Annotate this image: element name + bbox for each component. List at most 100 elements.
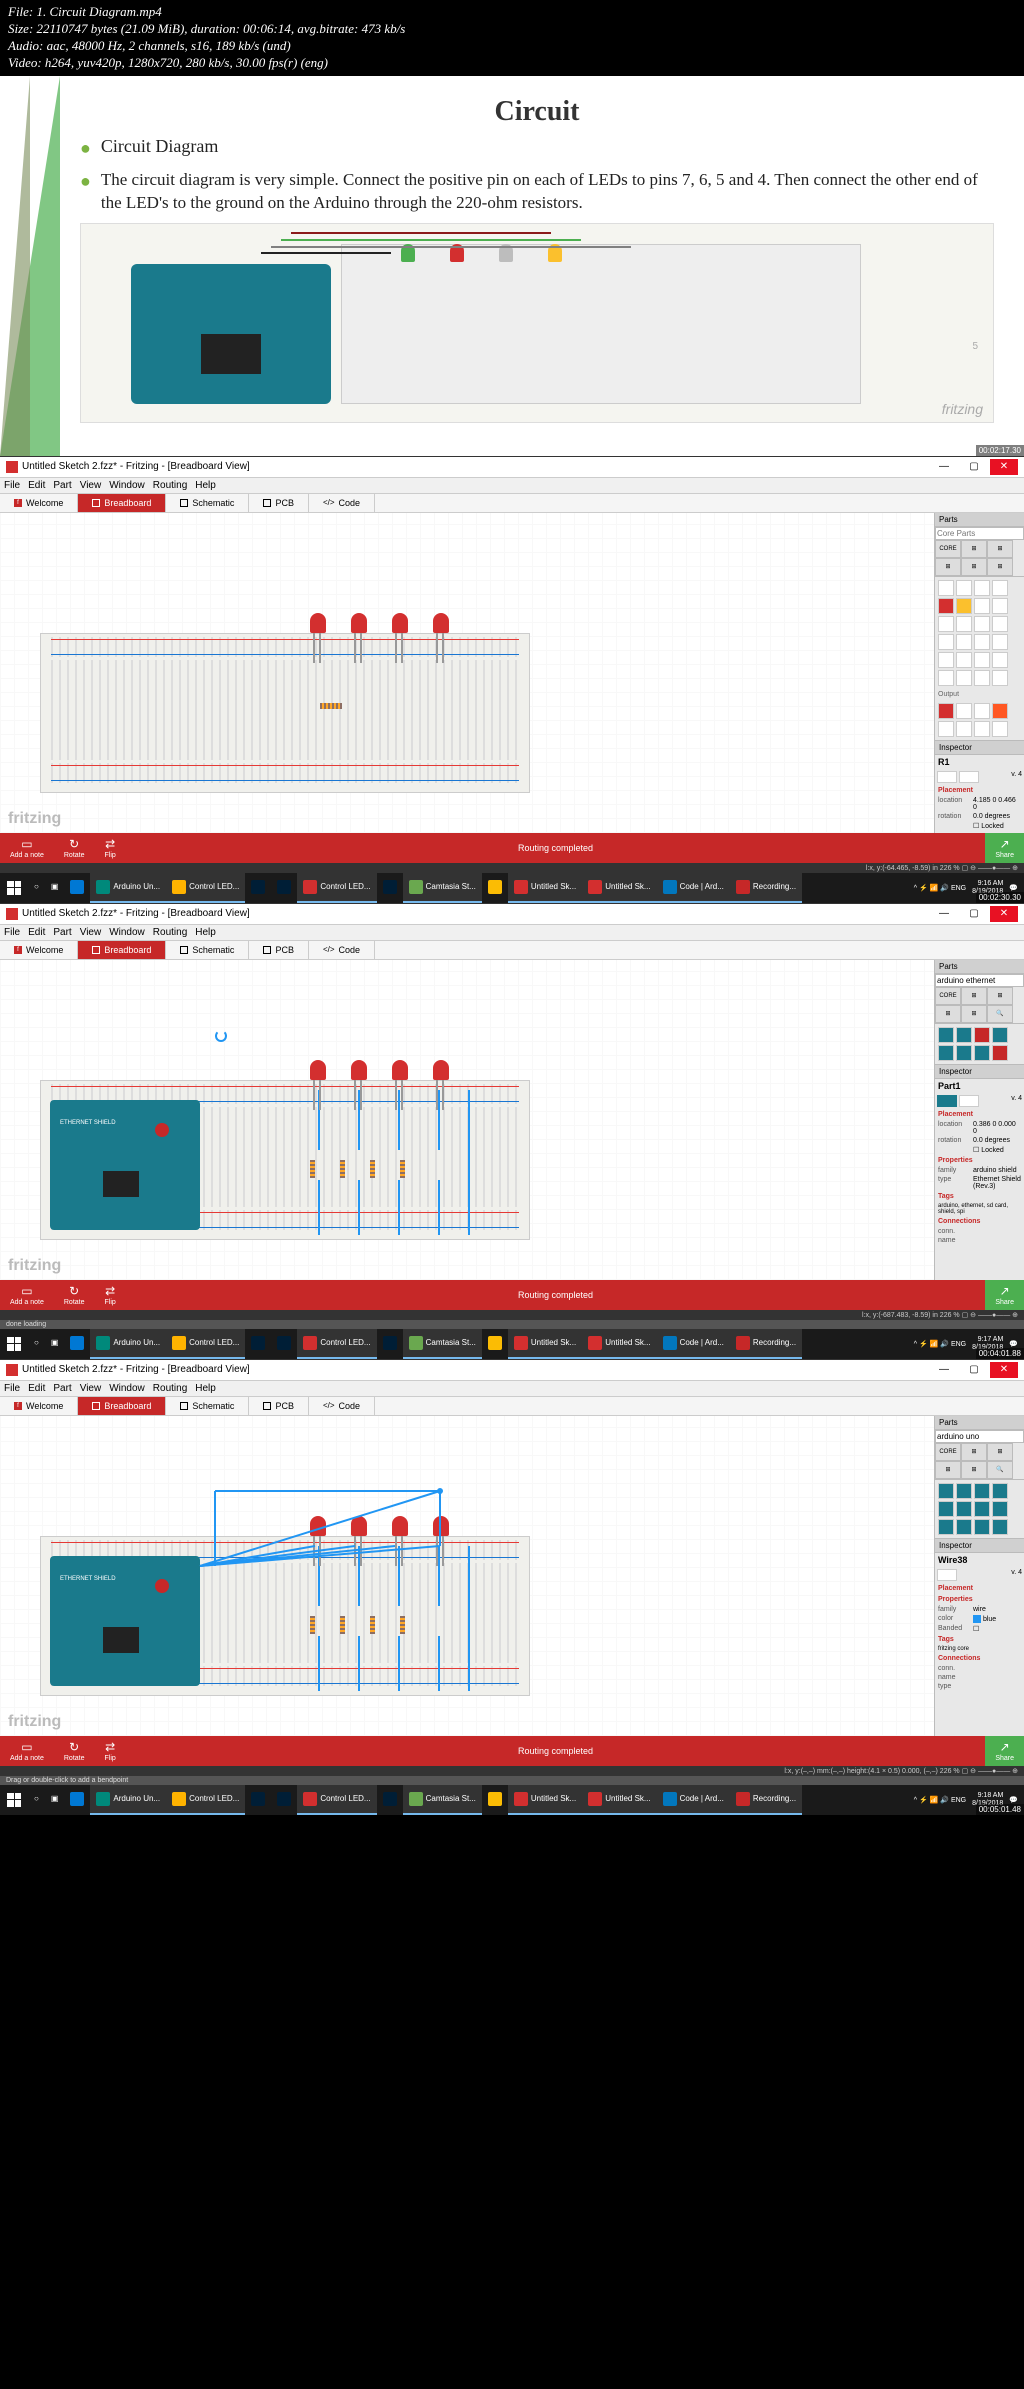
tab-schematic[interactable]: Schematic: [166, 494, 249, 512]
category-tab[interactable]: ⊞: [961, 1005, 987, 1023]
taskbar-app[interactable]: Untitled Sk...: [582, 1329, 656, 1359]
part-item[interactable]: [938, 1501, 954, 1517]
category-tab[interactable]: CORE: [935, 987, 961, 1005]
part-item[interactable]: [992, 1501, 1008, 1517]
part-item[interactable]: [974, 1027, 990, 1043]
taskbar-app[interactable]: Recording...: [730, 1785, 802, 1815]
part-item[interactable]: [992, 1045, 1008, 1061]
wire[interactable]: [318, 1180, 320, 1235]
taskbar-app[interactable]: Camtasia St...: [403, 1329, 482, 1359]
wire[interactable]: [318, 1090, 320, 1150]
wire[interactable]: [358, 1546, 360, 1606]
rotate-button[interactable]: ↻Rotate: [54, 1736, 95, 1766]
taskbar-app[interactable]: [64, 873, 90, 903]
part-item[interactable]: [992, 1027, 1008, 1043]
tab-code[interactable]: </>Code: [309, 941, 375, 959]
start-button[interactable]: [0, 1329, 28, 1359]
taskbar-app[interactable]: Recording...: [730, 873, 802, 903]
menu-window[interactable]: Window: [109, 480, 145, 491]
part-item[interactable]: [992, 616, 1008, 632]
part-item[interactable]: [956, 652, 972, 668]
menu-file[interactable]: File: [4, 927, 20, 938]
close-button[interactable]: ✕: [990, 1362, 1018, 1378]
taskbar-app[interactable]: Control LED...: [166, 1785, 245, 1815]
close-button[interactable]: ✕: [990, 906, 1018, 922]
part-item[interactable]: [974, 598, 990, 614]
parts-search-input[interactable]: [935, 1430, 1024, 1443]
menu-help[interactable]: Help: [195, 927, 216, 938]
wire[interactable]: [358, 1180, 360, 1235]
taskbar-app[interactable]: [245, 1329, 271, 1359]
menu-routing[interactable]: Routing: [153, 927, 187, 938]
part-item[interactable]: [974, 1501, 990, 1517]
taskbar-app[interactable]: [482, 1329, 508, 1359]
menu-part[interactable]: Part: [53, 927, 71, 938]
category-tab[interactable]: ⊞: [961, 540, 987, 558]
taskbar-app[interactable]: Arduino Un...: [90, 873, 166, 903]
minimize-button[interactable]: —: [930, 1362, 958, 1378]
wire[interactable]: [318, 1546, 320, 1606]
menu-edit[interactable]: Edit: [28, 1383, 45, 1394]
window-title-bar[interactable]: Untitled Sketch 2.fzz* - Fritzing - [Bre…: [0, 904, 1024, 925]
category-tab[interactable]: ⊞: [987, 987, 1013, 1005]
taskbar-app[interactable]: [245, 1785, 271, 1815]
part-item[interactable]: [974, 670, 990, 686]
tab-code[interactable]: </>Code: [309, 1397, 375, 1415]
menu-help[interactable]: Help: [195, 480, 216, 491]
part-item[interactable]: [974, 1519, 990, 1535]
category-tab[interactable]: CORE: [935, 540, 961, 558]
breadboard-canvas[interactable]: ETHERNET SHIELD: [0, 1416, 934, 1736]
wire[interactable]: [358, 1090, 360, 1150]
taskbar-app[interactable]: [377, 1785, 403, 1815]
part-item[interactable]: [992, 670, 1008, 686]
resistors[interactable]: [310, 1160, 405, 1178]
breadboard-component[interactable]: [40, 633, 530, 793]
menu-view[interactable]: View: [80, 480, 102, 491]
part-item[interactable]: [938, 598, 954, 614]
part-item[interactable]: [992, 652, 1008, 668]
part-item[interactable]: [992, 1483, 1008, 1499]
zoom-status-bar[interactable]: l:x, y:(-64.465, -8.59) in 226 % ▢ ⊖ ——●…: [0, 863, 1024, 873]
taskbar-app[interactable]: Untitled Sk...: [508, 1329, 582, 1359]
wire[interactable]: [398, 1180, 400, 1235]
taskbar-app[interactable]: [271, 873, 297, 903]
taskbar-app[interactable]: Camtasia St...: [403, 873, 482, 903]
arduino-component[interactable]: ETHERNET SHIELD: [50, 1556, 200, 1686]
tab-breadboard[interactable]: Breadboard: [78, 1397, 166, 1415]
share-button[interactable]: ↗Share: [985, 1280, 1024, 1310]
flip-button[interactable]: ⇄Flip: [95, 833, 126, 863]
flip-button[interactable]: ⇄Flip: [95, 1736, 126, 1766]
close-button[interactable]: ✕: [990, 459, 1018, 475]
tab-pcb[interactable]: PCB: [249, 1397, 309, 1415]
wire[interactable]: [468, 1090, 470, 1235]
taskbar-app[interactable]: [482, 1785, 508, 1815]
category-tab[interactable]: ⊞: [935, 1005, 961, 1023]
taskbar-app[interactable]: Untitled Sk...: [508, 1785, 582, 1815]
category-tab[interactable]: 🔍: [987, 1461, 1013, 1479]
menu-view[interactable]: View: [80, 1383, 102, 1394]
add-note-button[interactable]: ▭Add a note: [0, 1736, 54, 1766]
wire[interactable]: [438, 1180, 440, 1235]
part-item[interactable]: [938, 703, 954, 719]
wire[interactable]: [398, 1090, 400, 1150]
taskbar-app[interactable]: [377, 873, 403, 903]
menu-help[interactable]: Help: [195, 1383, 216, 1394]
share-button[interactable]: ↗Share: [985, 1736, 1024, 1766]
category-tab[interactable]: CORE: [935, 1443, 961, 1461]
menu-part[interactable]: Part: [53, 480, 71, 491]
part-item[interactable]: [956, 703, 972, 719]
part-item[interactable]: [974, 1045, 990, 1061]
part-item[interactable]: [974, 652, 990, 668]
part-item[interactable]: [938, 580, 954, 596]
led-components[interactable]: [310, 613, 449, 633]
tab-schematic[interactable]: Schematic: [166, 941, 249, 959]
part-item[interactable]: [938, 652, 954, 668]
maximize-button[interactable]: ▢: [960, 459, 988, 475]
part-item[interactable]: [974, 703, 990, 719]
part-item[interactable]: [992, 721, 1008, 737]
category-tab[interactable]: ⊞: [961, 1443, 987, 1461]
menu-view[interactable]: View: [80, 927, 102, 938]
zoom-status-bar[interactable]: l:x, y:(-687.483, -8.59) in 226 % ▢ ⊖ ——…: [0, 1310, 1024, 1320]
taskbar-app[interactable]: [64, 1329, 90, 1359]
tab-pcb[interactable]: PCB: [249, 494, 309, 512]
